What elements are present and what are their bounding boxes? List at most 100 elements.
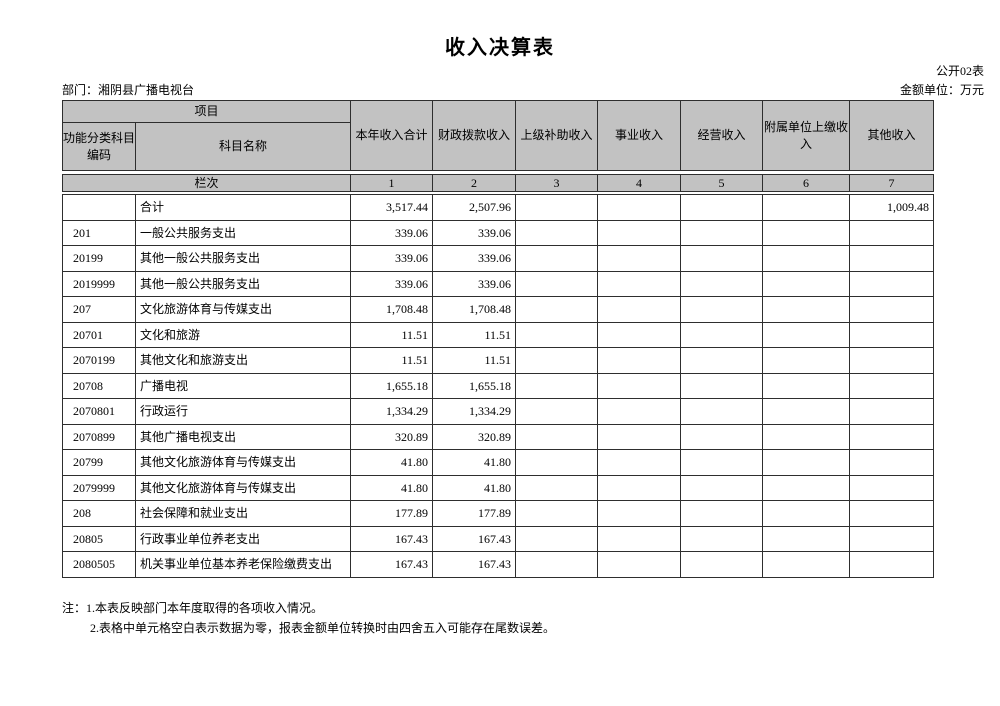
amount-cell — [762, 474, 851, 502]
table-body: 合计 3,517.44 2,507.96 1,009.48 201 一般公共服务支出 339… — [62, 194, 935, 578]
department-label: 部门：湘阴县广播电视台 — [62, 83, 195, 97]
subject-name-cell: 机关事业单位基本养老保险缴费支出 — [134, 551, 352, 578]
amount-cell — [849, 500, 935, 527]
subject-name-cell: 社会保障和就业支出 — [134, 500, 352, 527]
amount-cell — [849, 423, 935, 451]
table-row: 20799 其他文化旅游体育与传媒支出 41.80 41.80 — [62, 449, 935, 476]
table-row: 2070899 其他广播电视支出 320.89 320.89 — [62, 423, 935, 451]
subject-name-cell: 其他一般公共服务支出 — [134, 245, 352, 272]
amount-cell — [762, 398, 851, 425]
amount-cell — [762, 372, 851, 400]
amount-cell: 339.06 — [432, 245, 517, 272]
amount-cell — [849, 245, 935, 272]
amount-cell — [515, 245, 599, 272]
amount-cell — [762, 245, 851, 272]
amount-cell: 1,708.48 — [432, 296, 517, 323]
amount-cell — [849, 525, 935, 553]
amount-cell — [597, 449, 682, 476]
header-operating-income: 经营收入 — [680, 100, 764, 171]
page-title: 收入决算表 — [445, 37, 555, 59]
header-subject-name: 科目名称 — [134, 122, 352, 171]
function-code-cell: 2079999 — [62, 474, 136, 502]
amount-cell — [597, 525, 682, 553]
amount-cell: 1,655.18 — [350, 372, 434, 400]
header-superior-subsidy-income: 上级补助收入 — [515, 100, 599, 171]
function-code-cell: 20701 — [62, 321, 136, 349]
amount-cell — [762, 219, 851, 247]
amount-cell — [680, 194, 764, 221]
column-number-1: 1 — [350, 173, 434, 193]
amount-cell — [597, 500, 682, 527]
amount-cell: 11.51 — [432, 321, 517, 349]
function-code-cell — [62, 194, 136, 221]
function-code-cell: 20708 — [62, 372, 136, 400]
amount-cell — [597, 372, 682, 400]
amount-cell — [597, 551, 682, 578]
amount-cell: 41.80 — [350, 449, 434, 476]
column-number-row: 栏次 1 2 3 4 5 6 7 — [61, 173, 935, 193]
amount-cell — [515, 194, 599, 221]
amount-cell — [515, 270, 599, 298]
table-code-label: 公开02表 — [935, 64, 984, 78]
amount-cell — [762, 347, 851, 374]
amount-cell: 339.06 — [350, 219, 434, 247]
amount-cell — [680, 270, 764, 298]
amount-cell: 1,334.29 — [432, 398, 517, 425]
amount-cell: 320.89 — [350, 423, 434, 451]
unit-label: 金额单位：万元 — [899, 83, 984, 97]
amount-cell — [597, 321, 682, 349]
function-code-cell: 20805 — [62, 525, 136, 553]
notes: 注：1.本表反映部门本年度取得的各项收入情况。 2.表格中单元格空白表示数据为零… — [62, 598, 984, 638]
amount-cell — [849, 296, 935, 323]
amount-cell — [597, 296, 682, 323]
amount-cell — [680, 219, 764, 247]
amount-cell — [680, 296, 764, 323]
amount-cell — [515, 219, 599, 247]
amount-cell — [515, 398, 599, 425]
function-code-cell: 2070899 — [62, 423, 136, 451]
amount-cell — [597, 347, 682, 374]
table-row: 2079999 其他文化旅游体育与传媒支出 41.80 41.80 — [62, 474, 935, 502]
amount-cell — [515, 296, 599, 323]
lanci-label: 栏次 — [61, 173, 352, 193]
amount-cell — [597, 398, 682, 425]
amount-cell: 167.43 — [350, 551, 434, 578]
amount-cell — [597, 270, 682, 298]
amount-cell — [762, 500, 851, 527]
amount-cell — [515, 372, 599, 400]
amount-cell: 11.51 — [432, 347, 517, 374]
header-other-income: 其他收入 — [849, 100, 935, 171]
amount-cell — [515, 525, 599, 553]
amount-cell — [849, 372, 935, 400]
amount-cell: 41.80 — [350, 474, 434, 502]
table-row: 2070199 其他文化和旅游支出 11.51 11.51 — [62, 347, 935, 374]
amount-cell: 167.43 — [432, 525, 517, 553]
column-number-5: 5 — [680, 173, 764, 193]
amount-cell — [680, 500, 764, 527]
header-function-code: 功能分类科目编码 — [62, 122, 136, 171]
function-code-cell: 20199 — [62, 245, 136, 272]
amount-cell — [515, 347, 599, 374]
amount-cell — [849, 551, 935, 578]
amount-cell: 339.06 — [350, 270, 434, 298]
amount-cell — [762, 270, 851, 298]
amount-cell — [597, 194, 682, 221]
function-code-cell: 2080505 — [62, 551, 136, 578]
income-table: 项目 本年收入合计 财政拨款收入 上级补助收入 事业收入 经营收入 附属单位上缴… — [61, 100, 935, 578]
amount-cell — [680, 347, 764, 374]
amount-cell — [680, 423, 764, 451]
amount-cell: 339.06 — [432, 270, 517, 298]
function-code-cell: 20799 — [62, 449, 136, 476]
amount-cell: 339.06 — [350, 245, 434, 272]
header-gap — [62, 170, 934, 175]
subject-name-cell: 行政运行 — [134, 398, 352, 425]
table-row: 20805 行政事业单位养老支出 167.43 167.43 — [62, 525, 935, 553]
amount-cell — [680, 551, 764, 578]
amount-cell: 1,334.29 — [350, 398, 434, 425]
column-number-7: 7 — [849, 173, 935, 193]
table-row: 20701 文化和旅游 11.51 11.51 — [62, 321, 935, 349]
function-code-cell: 201 — [62, 219, 136, 247]
table-row: 2019999 其他一般公共服务支出 339.06 339.06 — [62, 270, 935, 298]
amount-cell: 11.51 — [350, 321, 434, 349]
function-code-cell: 208 — [62, 500, 136, 527]
